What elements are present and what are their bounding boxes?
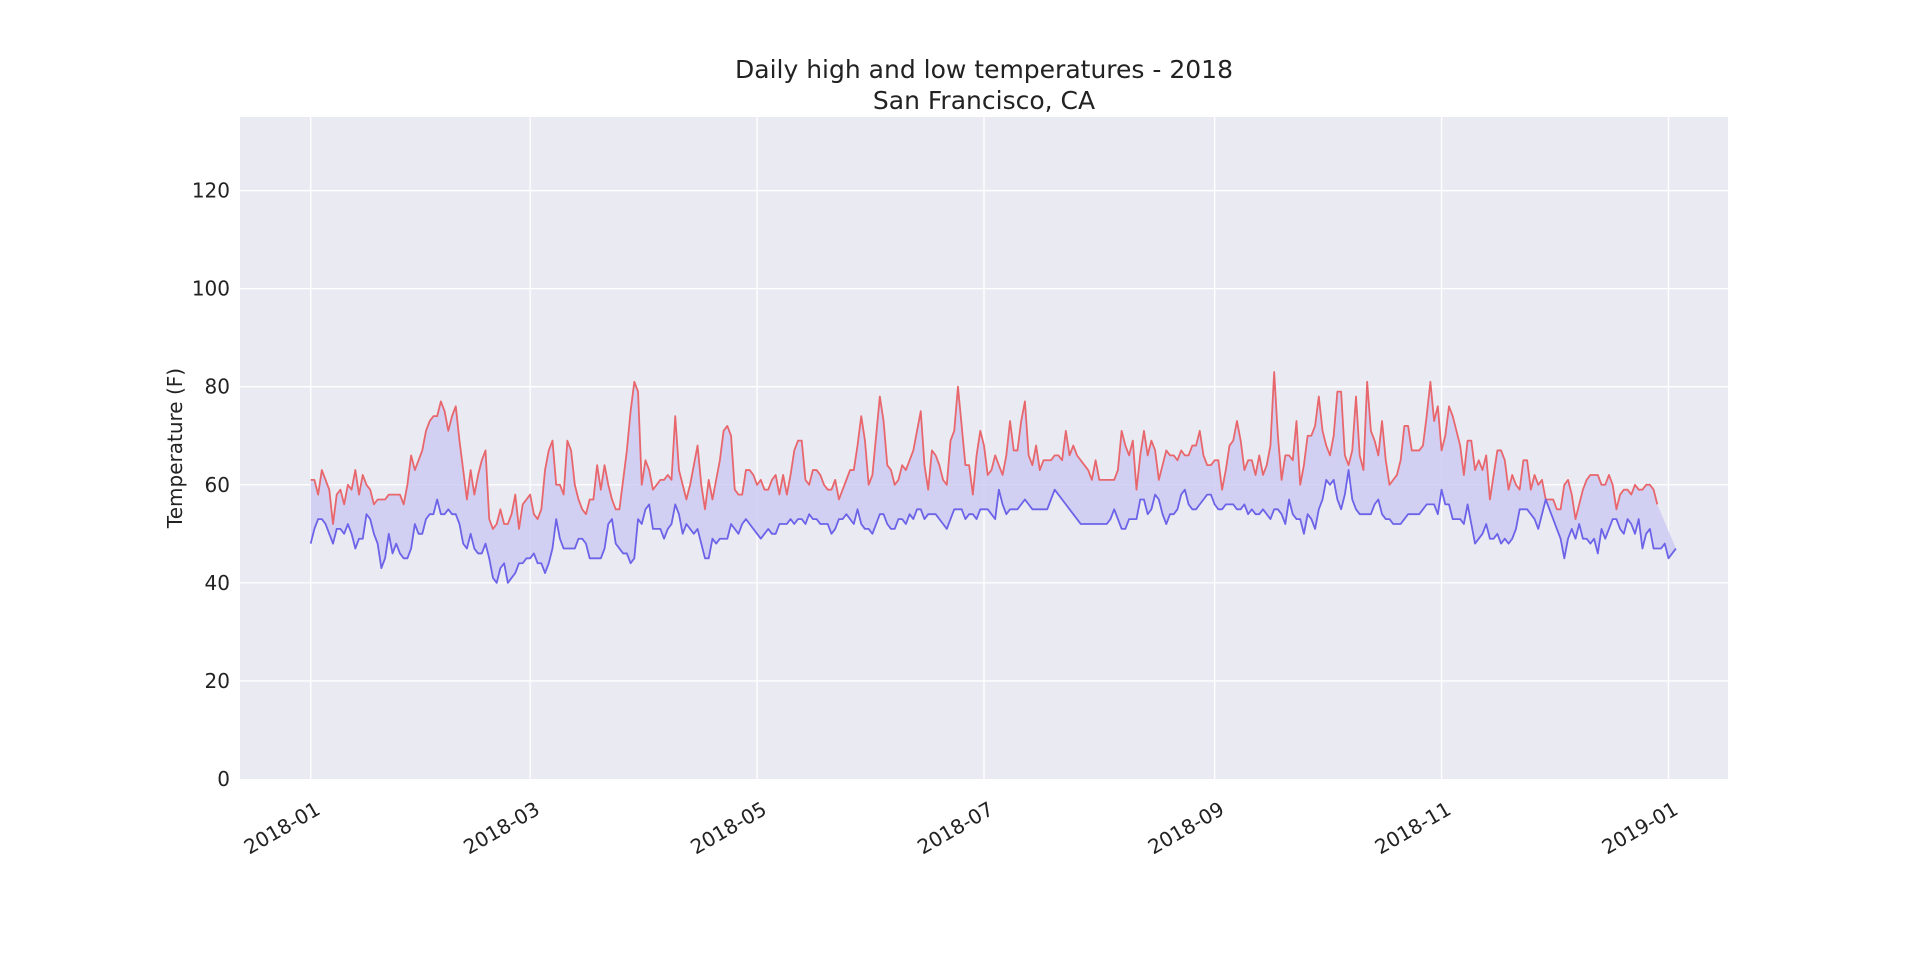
y-tick-label: 60	[205, 473, 230, 497]
x-tick-label: 2019-01	[1598, 797, 1682, 860]
chart-title-line-1: Daily high and low temperatures - 2018	[735, 55, 1233, 84]
x-tick-labels: 2018-01 2018-03 2018-05 2018-07 2018-09 2018-…	[240, 797, 1682, 860]
x-tick-label: 2018-03	[459, 797, 543, 860]
y-tick-label: 20	[205, 669, 230, 693]
x-tick-label: 2018-07	[913, 797, 997, 860]
x-tick-label: 2018-01	[240, 797, 324, 860]
y-tick-label: 120	[192, 179, 230, 203]
y-tick-labels: 0 20 40 60 80 100 120	[192, 179, 230, 791]
chart-title-line-2: San Francisco, CA	[873, 86, 1095, 115]
y-tick-label: 0	[217, 767, 230, 791]
y-tick-label: 80	[205, 375, 230, 399]
y-axis-label: Temperature (F)	[163, 368, 187, 529]
y-tick-label: 40	[205, 571, 230, 595]
y-tick-label: 100	[192, 277, 230, 301]
x-tick-label: 2018-05	[686, 797, 770, 860]
high-temperature-line	[310, 371, 1659, 530]
x-tick-label: 2018-09	[1144, 797, 1228, 860]
low-temperature-line	[309, 469, 1677, 584]
x-tick-label: 2018-11	[1371, 797, 1455, 860]
fill-between-area	[310, 371, 1676, 583]
